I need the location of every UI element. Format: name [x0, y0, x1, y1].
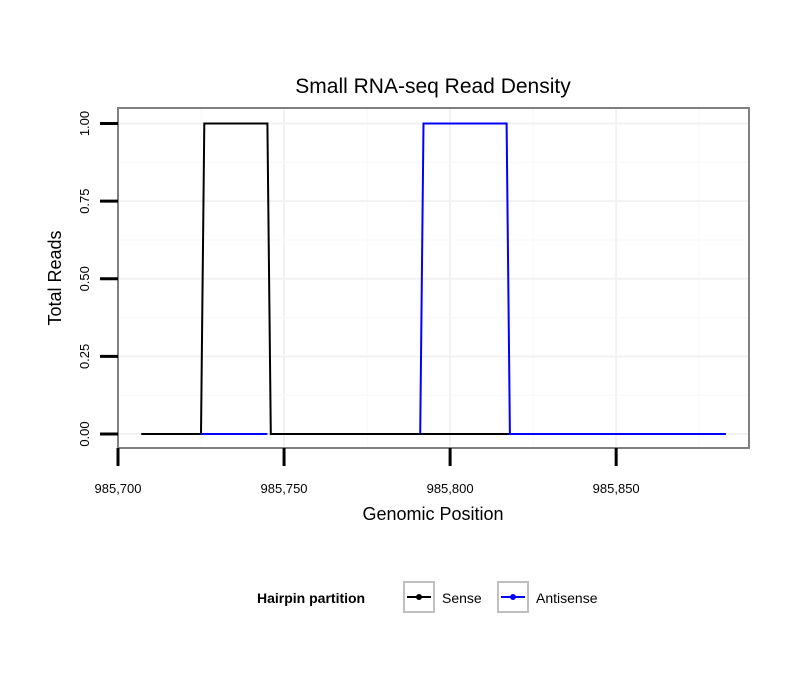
series-line-antisense	[201, 122, 726, 435]
chart-title: Small RNA-seq Read Density	[295, 75, 571, 98]
x-tick-label: 985,750	[261, 481, 308, 496]
legend-key-sense-point	[416, 594, 422, 600]
x-tick-label: 985,800	[427, 481, 474, 496]
series-layer	[141, 122, 726, 435]
y-tick-label: 1.00	[77, 111, 92, 136]
series-line-sense	[141, 122, 726, 435]
grid	[117, 108, 749, 448]
legend-label-antisense: Antisense	[536, 590, 598, 606]
y-tick-label: 0.75	[77, 188, 92, 213]
y-tick-label: 0.50	[77, 266, 92, 291]
legend: Hairpin partition Sense Antisense	[257, 581, 598, 613]
y-axis-label: Total Reads	[45, 230, 65, 325]
legend-key-antisense-point	[510, 594, 516, 600]
y-tick-label: 0.25	[77, 344, 92, 369]
x-axis-label: Genomic Position	[362, 504, 503, 524]
x-tick-label: 985,700	[95, 481, 142, 496]
y-tick-label: 0.00	[77, 421, 92, 446]
x-axis: 985,700 985,750 985,800 985,850	[95, 448, 640, 496]
y-axis: 0.00 0.25 0.50 0.75 1.00	[77, 111, 118, 447]
legend-label-sense: Sense	[442, 590, 482, 606]
legend-title: Hairpin partition	[257, 590, 365, 606]
x-tick-label: 985,850	[593, 481, 640, 496]
